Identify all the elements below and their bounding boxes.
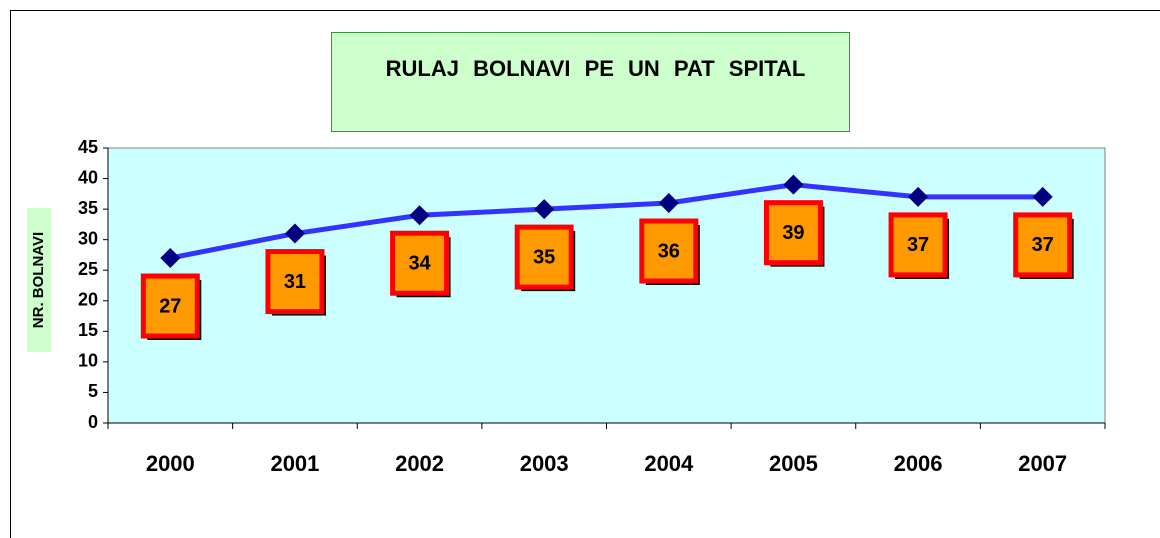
data-label: 35: [533, 246, 555, 268]
data-label: 36: [658, 240, 680, 262]
marker: [160, 248, 181, 268]
label-box: [1013, 212, 1073, 278]
data-label: 37: [1032, 234, 1054, 256]
x-tick-label: 2006: [894, 451, 943, 476]
marker: [534, 199, 555, 220]
y-tick-label: 0: [88, 412, 98, 432]
label-box: [265, 249, 325, 315]
y-tick-label: 45: [78, 137, 98, 157]
y-tick-label: 35: [78, 198, 98, 218]
data-label: 34: [408, 253, 431, 275]
y-tick-label: 5: [88, 381, 98, 401]
y-tick-label: 40: [78, 167, 98, 187]
y-tick-label: 30: [78, 228, 98, 248]
x-tick-label: 2004: [644, 451, 694, 476]
marker: [783, 174, 804, 195]
y-tick-label: 20: [78, 290, 98, 310]
x-tick-label: 2007: [1018, 451, 1067, 476]
y-tick-label: 25: [78, 259, 98, 279]
x-tick-label: 2000: [146, 451, 195, 476]
label-box: [514, 224, 574, 290]
y-label-bg: [27, 208, 51, 352]
marker: [284, 223, 305, 244]
x-tick-label: 2005: [769, 451, 818, 476]
y-axis-label: NR. BOLNAVI: [30, 232, 47, 328]
marker: [658, 193, 679, 213]
plot-area: [107, 147, 1106, 424]
marker: [1032, 186, 1053, 207]
label-box: [888, 212, 948, 278]
x-tick-label: 2003: [520, 451, 569, 476]
line: [169, 182, 1043, 261]
data-label: 31: [284, 271, 306, 293]
label-box: [763, 200, 823, 266]
data-label: 27: [159, 295, 181, 317]
x-tick-label: 2001: [270, 451, 319, 476]
x-tick-label: 2002: [395, 451, 444, 476]
marker: [908, 186, 929, 207]
marker: [409, 205, 430, 226]
chart-title: RULAJ BOLNAVI PE UN PAT SPITAL: [331, 32, 850, 132]
data-label: 37: [907, 234, 929, 256]
y-tick-label: 10: [78, 351, 98, 371]
label-box: [639, 218, 699, 284]
label-box: [140, 273, 200, 339]
label-box: [390, 230, 450, 296]
data-label: 39: [782, 222, 804, 244]
y-tick-label: 15: [78, 320, 98, 340]
